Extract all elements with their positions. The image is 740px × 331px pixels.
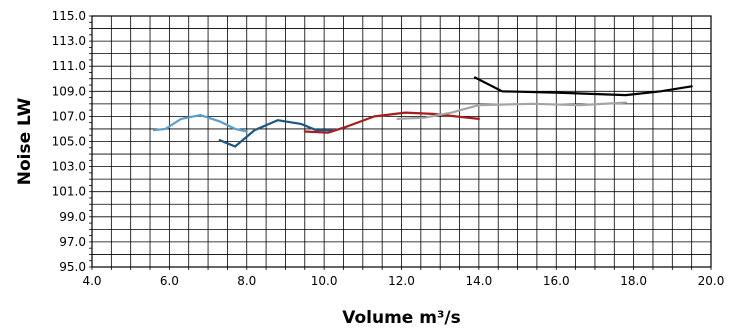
y-tick-label: 97.0 (59, 235, 86, 249)
series-group (154, 78, 692, 147)
y-tick-label: 107.0 (52, 109, 86, 123)
y-tick-label: 101.0 (52, 185, 86, 199)
x-tick-label: 12.0 (388, 274, 415, 288)
series-line-5 (475, 78, 692, 96)
y-tick-label: 103.0 (52, 160, 86, 174)
y-tick-label: 105.0 (52, 135, 86, 149)
grid (89, 16, 711, 270)
y-tick-label: 109.0 (52, 84, 86, 98)
x-tick-label: 6.0 (160, 274, 179, 288)
x-tick-label: 16.0 (543, 274, 570, 288)
series-line-2 (220, 120, 332, 146)
x-tick-label: 18.0 (620, 274, 647, 288)
x-tick-label: 4.0 (82, 274, 101, 288)
x-tick-labels: 4.0 6.0 8.0 10.0 12.0 14.0 16.0 18.0 20.0 (82, 274, 724, 288)
x-tick-label: 14.0 (466, 274, 493, 288)
x-axis-title: Volume m³/s (342, 308, 461, 328)
y-axis-title: Noise LW (15, 97, 35, 185)
y-tick-label: 95.0 (59, 260, 86, 274)
x-tick-label: 20.0 (698, 274, 725, 288)
y-tick-labels: 95.0 97.0 99.0 101.0 103.0 105.0 107.0 109.0 111… (52, 9, 86, 274)
y-tick-label: 99.0 (59, 210, 86, 224)
x-tick-label: 10.0 (311, 274, 338, 288)
x-tick-label: 8.0 (237, 274, 256, 288)
y-tick-label: 111.0 (52, 59, 86, 73)
y-tick-label: 115.0 (52, 9, 86, 23)
y-tick-label: 113.0 (52, 34, 86, 48)
